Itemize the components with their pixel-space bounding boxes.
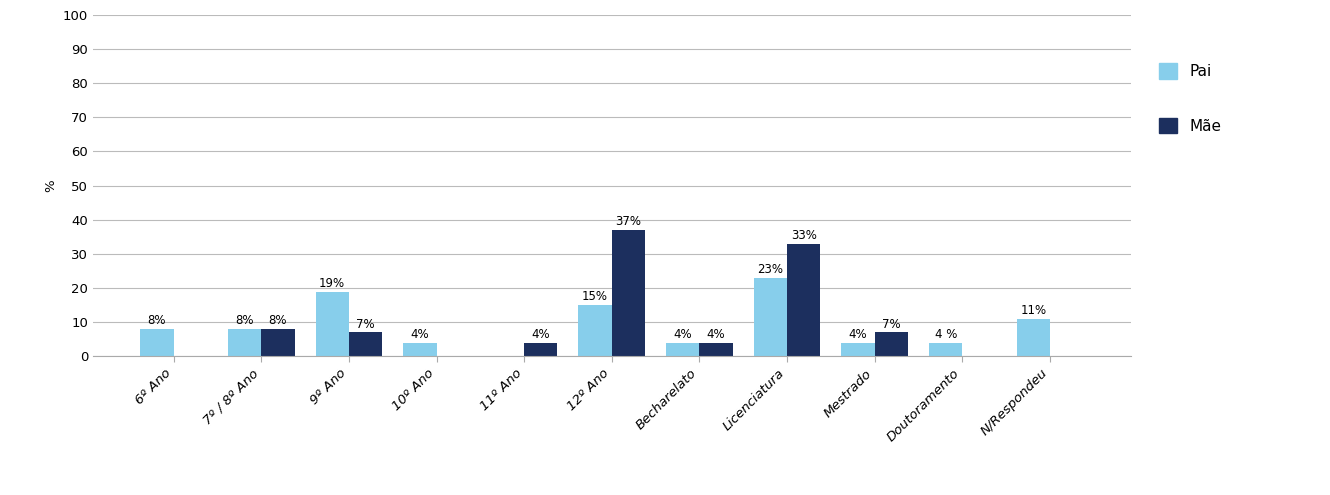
Bar [348,333,382,356]
Text: 4%: 4% [673,328,692,341]
Text: 7%: 7% [882,318,900,331]
Bar [403,343,436,356]
Text: 4%: 4% [849,328,867,341]
Text: 4%: 4% [706,328,725,341]
Bar [227,329,261,356]
Text: 37%: 37% [616,215,641,228]
Text: 7%: 7% [356,318,375,331]
Bar [612,230,645,356]
Text: 8%: 8% [269,314,287,327]
Bar [261,329,294,356]
Bar [140,329,173,356]
Text: 15%: 15% [583,291,608,303]
Text: 11%: 11% [1020,304,1047,317]
Bar [754,278,787,356]
Y-axis label: %: % [44,179,57,192]
Text: 8%: 8% [235,314,254,327]
Text: 23%: 23% [758,263,783,276]
Legend: Pai, Mãe: Pai, Mãe [1158,63,1221,134]
Text: 19%: 19% [319,277,346,290]
Text: 8%: 8% [148,314,166,327]
Bar [524,343,557,356]
Bar [787,244,821,356]
Bar [579,305,612,356]
Bar [875,333,908,356]
Bar [930,343,963,356]
Bar [700,343,733,356]
Bar [1016,319,1051,356]
Text: 33%: 33% [791,229,817,242]
Bar [842,343,875,356]
Text: 4%: 4% [532,328,551,341]
Text: 4%: 4% [411,328,430,341]
Bar [666,343,700,356]
Text: 4 %: 4 % [935,328,956,341]
Bar [315,292,348,356]
